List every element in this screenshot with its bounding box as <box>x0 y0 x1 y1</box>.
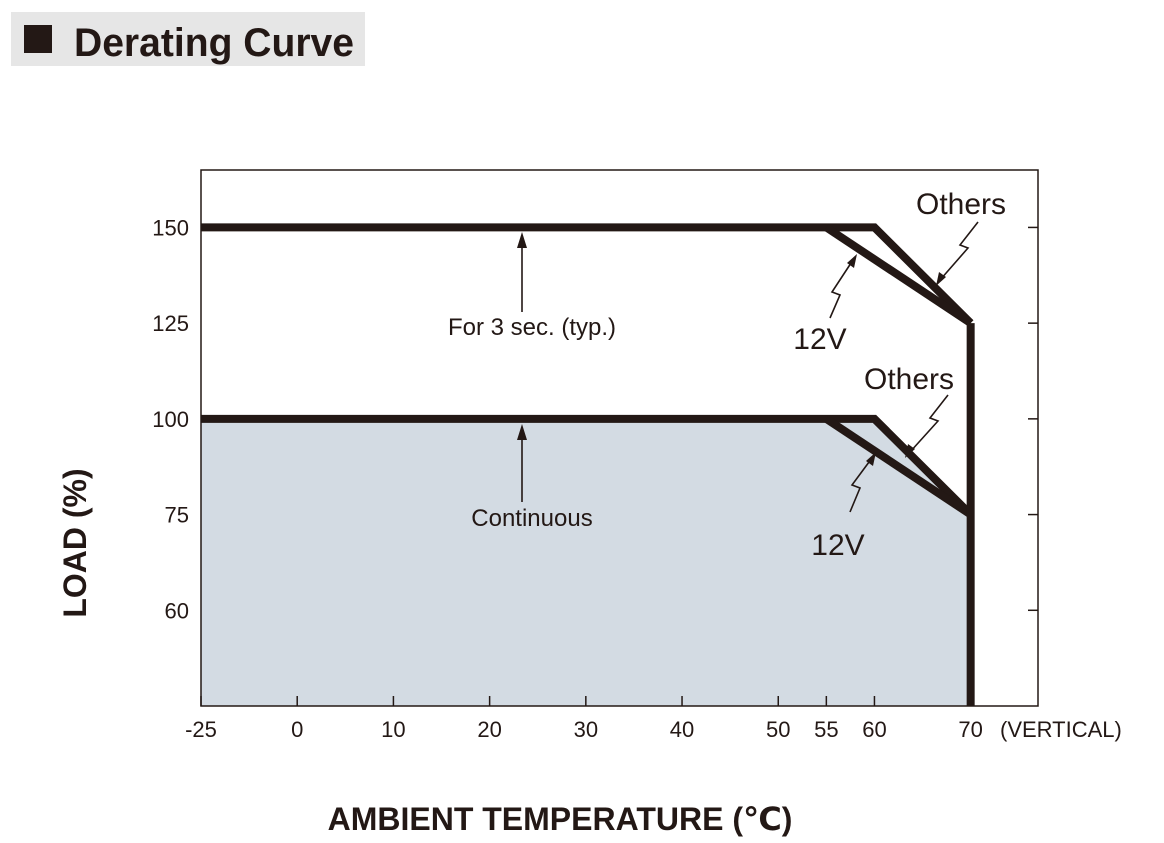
annotation: For 3 sec. (typ.) <box>448 314 616 341</box>
leader <box>849 457 873 513</box>
series-label: 12V <box>793 323 846 356</box>
y-tick-label: 60 <box>165 598 189 623</box>
x-tick-label: -25 <box>185 717 217 742</box>
x-tick-label: 10 <box>381 717 405 742</box>
plot: 60 75 100 125 150 -25 0 10 20 30 40 50 55 60 70 <box>152 169 1039 742</box>
chart-title: Derating Curve <box>74 21 354 65</box>
line <box>201 414 974 518</box>
x-tick-label: 0 <box>291 717 303 742</box>
series-label: 12V <box>811 529 864 562</box>
line <box>824 415 973 518</box>
leader <box>829 259 854 319</box>
x-tick-label: 60 <box>862 717 886 742</box>
x-tick-label: 70 <box>958 717 982 742</box>
leader <box>909 394 949 453</box>
x-axis-note: (VERTICAL) <box>1000 717 1122 742</box>
title-square <box>24 25 52 53</box>
y-tick-label: 150 <box>152 215 189 240</box>
y-axis-label: LOAD (%) <box>57 468 93 617</box>
leader-head <box>847 254 857 268</box>
x-tick-label: 50 <box>766 717 790 742</box>
x-tick-label: 20 <box>477 717 501 742</box>
annotation: Continuous <box>471 505 592 532</box>
y-tick-label: 100 <box>152 407 189 432</box>
leader-head <box>866 452 876 466</box>
area <box>201 418 971 706</box>
y-tick-label: 75 <box>165 503 189 528</box>
series-label: Others <box>916 188 1006 221</box>
plot-frame <box>200 169 1039 707</box>
arrow-head <box>517 424 527 440</box>
leader-head <box>936 272 946 286</box>
x-tick-label: 40 <box>670 717 694 742</box>
series-label: Others <box>864 363 954 396</box>
line <box>824 224 973 327</box>
leader-head <box>905 444 915 458</box>
x-tick-label: 55 <box>814 717 838 742</box>
y-tick-label: 125 <box>152 311 189 336</box>
x-tick-label: 30 <box>574 717 598 742</box>
title-box <box>11 12 365 66</box>
line <box>201 223 974 326</box>
arrow-head <box>517 232 527 248</box>
x-axis-label: AMBIENT TEMPERATURE (℃) <box>328 801 793 837</box>
leader <box>939 221 979 281</box>
